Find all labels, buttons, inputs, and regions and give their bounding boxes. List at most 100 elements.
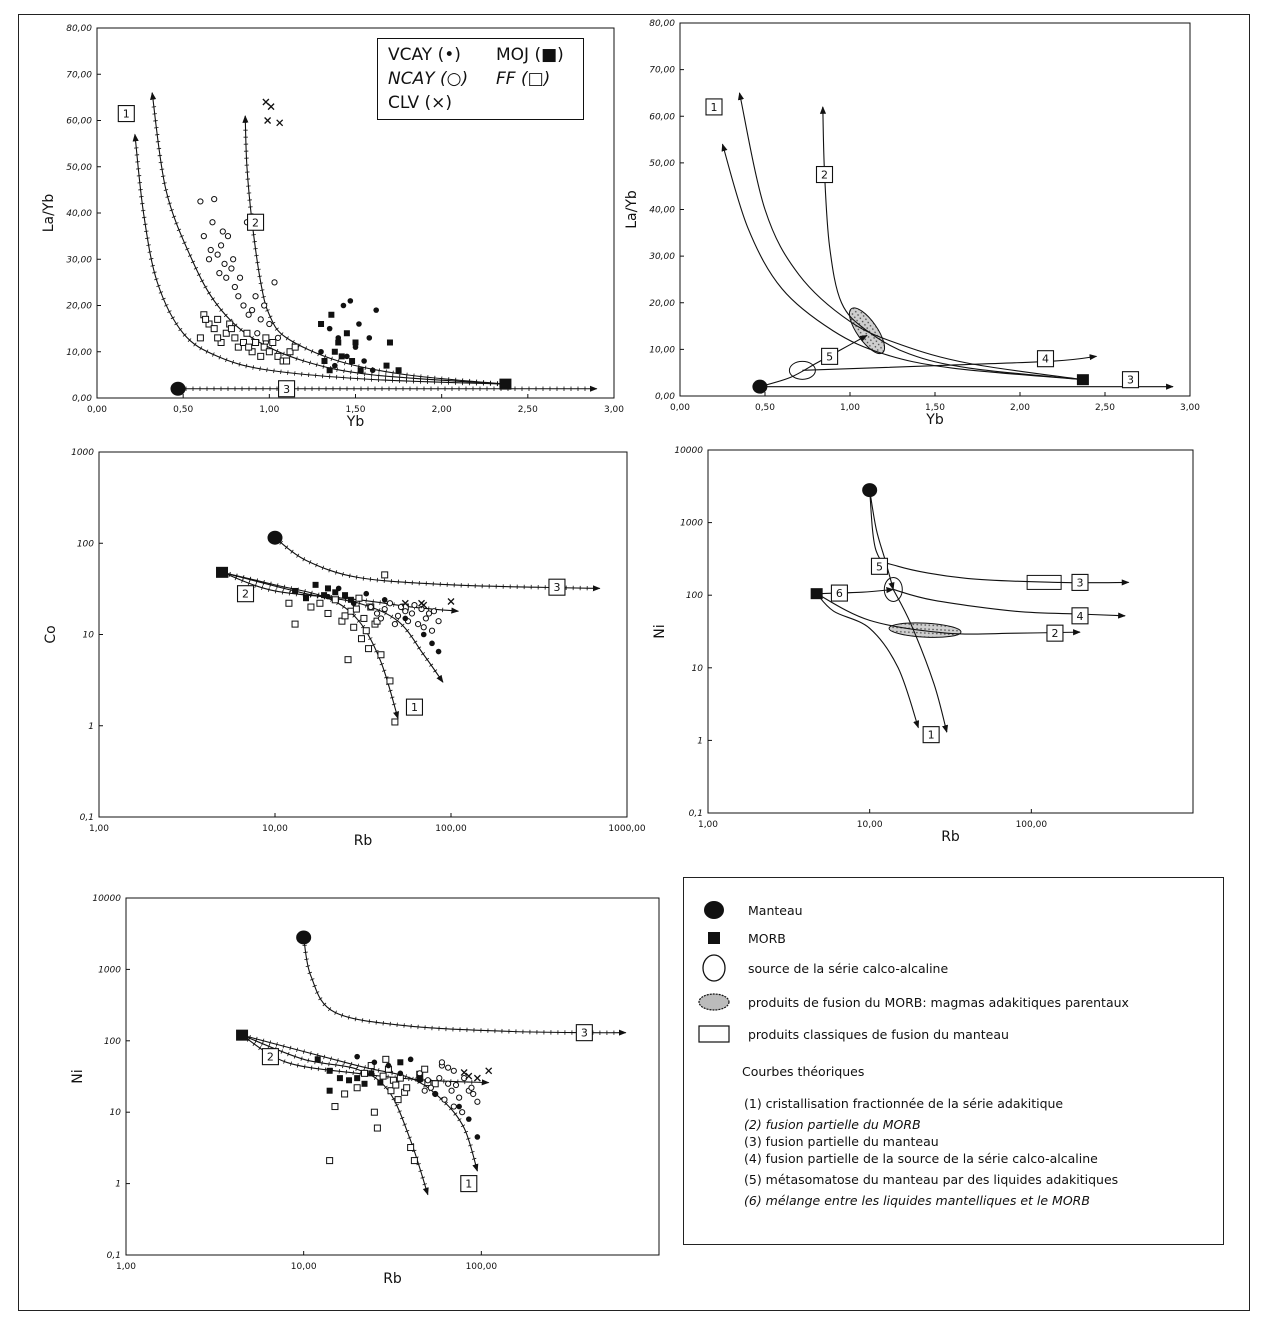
curve-increment-tick bbox=[205, 349, 209, 354]
data-point-ncay bbox=[228, 265, 235, 272]
curve-increment-tick bbox=[281, 590, 284, 595]
curve-increment-tick bbox=[315, 362, 318, 368]
data-point-ncay bbox=[197, 198, 204, 205]
curve-label-text: 4 bbox=[1076, 610, 1083, 623]
data-point-moj bbox=[416, 1075, 423, 1082]
theoretical-curve-1 bbox=[221, 571, 444, 683]
y-axis-label: La/Yb bbox=[41, 194, 57, 233]
data-point-moj bbox=[318, 321, 325, 327]
curve-increment-tick bbox=[275, 1042, 278, 1047]
x-axis-label: Rb bbox=[383, 1271, 402, 1287]
data-point-ncay bbox=[394, 612, 402, 619]
data-point-ncay bbox=[271, 279, 278, 286]
data-point-ff bbox=[344, 656, 352, 664]
data-point-ncay bbox=[217, 242, 225, 249]
legend-label: produits classiques de fusion du manteau bbox=[748, 1026, 1009, 1042]
data-point-moj bbox=[342, 592, 349, 599]
data-point-ncay bbox=[240, 302, 247, 309]
legend-item-fusion-morb: produits de fusion du MORB: magmas adaki… bbox=[684, 990, 1129, 1014]
data-point-ff bbox=[350, 623, 358, 631]
curve-increment-tick bbox=[383, 1085, 388, 1090]
curve-increment-tick bbox=[288, 591, 291, 596]
curve-label-text: 3 bbox=[1076, 576, 1083, 589]
curve-increment-tick bbox=[279, 540, 283, 545]
curve-increment-tick bbox=[373, 1075, 378, 1080]
x-tick-label: 2,00 bbox=[1010, 403, 1030, 413]
curve-label-box bbox=[261, 1048, 279, 1066]
curve-increment-tick bbox=[284, 545, 289, 550]
curve-increment-tick bbox=[154, 134, 160, 136]
curve-increment-tick bbox=[310, 978, 315, 981]
curve-increment-tick bbox=[342, 604, 346, 609]
curve-increment-tick bbox=[429, 663, 434, 667]
data-point-ncay bbox=[450, 1067, 457, 1074]
data-point-moj bbox=[324, 585, 331, 592]
curve-increment-tick bbox=[372, 599, 374, 604]
data-point-moj bbox=[352, 339, 359, 346]
open-rectangle-icon bbox=[694, 1022, 734, 1046]
data-point-moj bbox=[368, 1070, 375, 1077]
y-tick-label: 10 bbox=[692, 664, 704, 674]
data-point-moj bbox=[328, 311, 335, 318]
data-point-moj bbox=[349, 358, 356, 364]
curve-increment-tick bbox=[327, 1007, 332, 1012]
curve-increment-tick bbox=[302, 358, 305, 364]
curve-increment-tick bbox=[409, 634, 414, 638]
key-ff: FF (□) bbox=[496, 69, 551, 89]
x-tick-label: 3,00 bbox=[604, 405, 624, 415]
curve-label-text: 3 bbox=[283, 383, 290, 396]
curve-label-box bbox=[870, 557, 889, 575]
data-point-ncay bbox=[414, 621, 422, 628]
curve-increment-tick bbox=[296, 553, 300, 558]
curve-increment-tick bbox=[296, 1063, 299, 1068]
data-point-ncay bbox=[421, 1087, 428, 1094]
curve-increment-tick bbox=[234, 575, 238, 581]
curve-increment-tick bbox=[265, 309, 270, 312]
curve-increment-tick bbox=[405, 628, 410, 633]
data-point-ncay bbox=[236, 274, 244, 281]
curve-label-box bbox=[460, 1175, 478, 1193]
curve-increment-tick bbox=[404, 1129, 410, 1133]
curve-increment-tick bbox=[307, 1058, 310, 1063]
curve-increment-tick bbox=[328, 1061, 330, 1067]
data-point-ncay bbox=[420, 624, 427, 631]
data-point-ff bbox=[361, 1069, 369, 1077]
data-point-vcay bbox=[363, 590, 370, 597]
x-tick-label: 10,00 bbox=[262, 824, 288, 834]
cross-stroke bbox=[485, 1067, 493, 1075]
curve-increment-tick bbox=[276, 584, 279, 589]
curve-increment-tick bbox=[143, 223, 148, 226]
data-point-ncay bbox=[474, 1098, 481, 1105]
data-point-moj bbox=[326, 367, 333, 374]
data-point-ncay bbox=[430, 608, 438, 615]
stippled-ellipse-icon bbox=[694, 990, 734, 1014]
cross-stroke bbox=[267, 103, 275, 111]
data-point-ff bbox=[391, 718, 399, 726]
curve-increment-tick bbox=[309, 1051, 312, 1056]
curve-increment-tick bbox=[228, 573, 231, 578]
data-point-vcay bbox=[397, 1070, 404, 1077]
curve-increment-tick bbox=[161, 297, 166, 301]
curve-increment-tick bbox=[157, 154, 163, 157]
curve-increment-tick bbox=[342, 1063, 344, 1069]
curve-increment-tick bbox=[167, 310, 172, 313]
data-point-ff bbox=[331, 1103, 339, 1111]
curve-increment-tick bbox=[223, 313, 228, 318]
curve-increment-tick bbox=[348, 1064, 351, 1070]
curves-title: Courbes théoriques bbox=[742, 1064, 865, 1079]
curve-increment-tick bbox=[348, 573, 351, 579]
x-tick-label: 100,00 bbox=[435, 824, 467, 834]
data-point-vcay bbox=[385, 1062, 392, 1069]
x-tick-label: 3,00 bbox=[1180, 403, 1200, 413]
endmember-morb bbox=[236, 1029, 249, 1041]
curve-increment-tick bbox=[253, 247, 258, 250]
data-point-ncay bbox=[230, 256, 237, 263]
curve-label-box bbox=[1036, 350, 1055, 368]
data-point-ff bbox=[286, 348, 294, 356]
x-tick-label: 0,00 bbox=[670, 403, 690, 413]
endmember-manteau bbox=[296, 930, 312, 945]
data-point-vcay bbox=[354, 1053, 360, 1060]
y-tick-label: 60,00 bbox=[649, 112, 675, 122]
curve-increment-tick bbox=[363, 1065, 366, 1070]
